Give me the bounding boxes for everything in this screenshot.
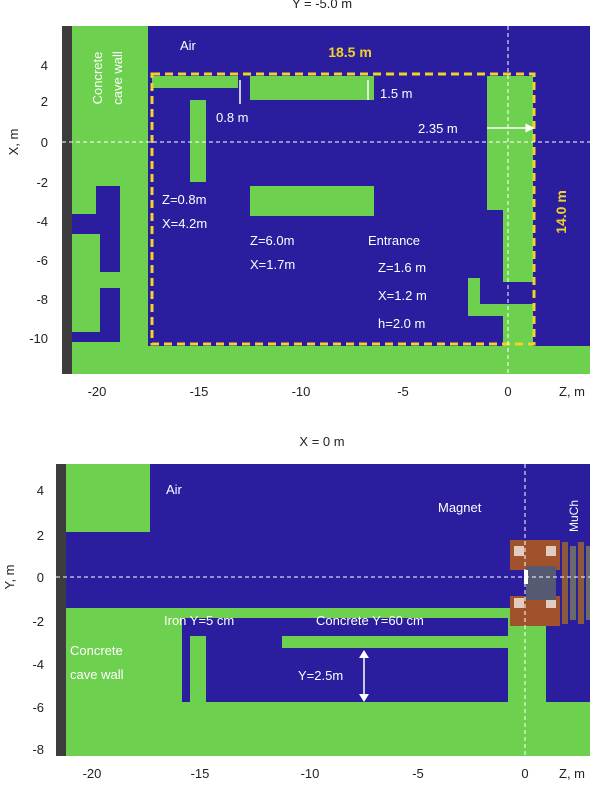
- bottom-wall-label-1: Concrete: [70, 643, 123, 658]
- top-wall-seg: [100, 272, 148, 288]
- top-col-z-label: Z=0.8m: [162, 192, 206, 207]
- top-x-ticks: -20 -15 -10 -5 0: [88, 384, 512, 399]
- magnet-bolt: [546, 546, 556, 556]
- bottom-y-tick: -8: [32, 742, 44, 757]
- top-y-tick: 2: [41, 94, 48, 109]
- top-xlabel: Z, m: [559, 384, 585, 399]
- bottom-y-tick: -6: [32, 700, 44, 715]
- magnet-bolt: [546, 598, 556, 608]
- much-detector: [562, 542, 590, 624]
- top-y-tick: -2: [36, 175, 48, 190]
- bottom-wall-upper: [66, 464, 150, 532]
- bottom-concrete-label: Concrete Y=60 cm: [316, 613, 424, 628]
- bottom-floor: [66, 702, 590, 742]
- bottom-iron-plate: [190, 636, 206, 702]
- top-thickness-label: 1.5 m: [380, 86, 413, 101]
- top-air-label: Air: [180, 38, 197, 53]
- top-y-tick: -10: [29, 331, 48, 346]
- top-wall-seg: [120, 186, 148, 274]
- top-blk-x-label: X=1.7m: [250, 257, 295, 272]
- bottom-y-tick: 2: [37, 528, 44, 543]
- bottom-frame-bar: [56, 464, 66, 756]
- bottom-y-tick: -4: [32, 657, 44, 672]
- bottom-ceiling-slab: [150, 608, 550, 618]
- top-wall-seg: [72, 322, 100, 332]
- bottom-magnet-label: Magnet: [438, 500, 482, 515]
- top-entrance-post: [468, 278, 480, 306]
- top-panel: Y = -5.0 m Air: [6, 0, 590, 399]
- top-ent-h-label: h=2.0 m: [378, 316, 425, 331]
- bottom-air-label: Air: [166, 482, 183, 497]
- bottom-depth-arrowhead: [359, 694, 369, 702]
- bottom-x-ticks: -20 -15 -10 -5 0: [83, 766, 529, 781]
- bottom-y-tick: 0: [37, 570, 44, 585]
- top-wall-seg: [96, 166, 148, 186]
- magnet-yoke: [526, 566, 556, 600]
- top-blk-z-label: Z=6.0m: [250, 233, 294, 248]
- top-wall-seg: [120, 288, 148, 348]
- bottom-y-ticks: 4 2 0 -2 -4 -6 -8: [32, 483, 44, 757]
- top-offset-label: 2.35 m: [418, 121, 458, 136]
- magnet-bolt: [514, 546, 524, 556]
- bottom-y-tick: 4: [37, 483, 44, 498]
- bottom-wall-step: [150, 618, 182, 702]
- top-x-tick: -5: [397, 384, 409, 399]
- bottom-depth-label: Y=2.5m: [298, 668, 343, 683]
- magnet-bolt: [514, 598, 524, 608]
- bottom-x-tick: -10: [301, 766, 320, 781]
- top-x-tick: 0: [504, 384, 511, 399]
- top-y-tick: 4: [41, 58, 48, 73]
- top-column: [190, 100, 206, 182]
- top-x-tick: -20: [88, 384, 107, 399]
- top-gap-label: 0.8 m: [216, 110, 249, 125]
- bottom-y-tick: -2: [32, 614, 44, 629]
- bottom-x-tick: -15: [191, 766, 210, 781]
- top-ent-x-label: X=1.2 m: [378, 288, 427, 303]
- top-y-tick: -8: [36, 292, 48, 307]
- top-col-x-label: X=4.2m: [162, 216, 207, 231]
- top-wall-label-1: Concrete: [90, 52, 105, 105]
- top-x-tick: -15: [190, 384, 209, 399]
- top-y-tick: -4: [36, 214, 48, 229]
- bottom-x-tick: -5: [412, 766, 424, 781]
- top-y-tick: 0: [41, 135, 48, 150]
- bottom-concrete-slab: [282, 636, 508, 648]
- top-x-tick: -10: [292, 384, 311, 399]
- top-ent-z-label: Z=1.6 m: [378, 260, 426, 275]
- top-beam-left: [152, 76, 238, 88]
- top-right-wall: [487, 76, 533, 210]
- top-ylabel: X, m: [6, 129, 21, 156]
- top-floor-wall: [72, 346, 590, 374]
- bottom-floor-base: [66, 742, 590, 756]
- bottom-x-tick: -20: [83, 766, 102, 781]
- top-block: [250, 186, 374, 216]
- bottom-xlabel: Z, m: [559, 766, 585, 781]
- bottom-depth-arrowhead: [359, 650, 369, 658]
- top-panel-title: Y = -5.0 m: [292, 0, 352, 11]
- top-entrance-block: [503, 304, 533, 346]
- top-beam-right: [250, 76, 374, 100]
- bottom-panel-title: X = 0 m: [299, 434, 344, 449]
- bottom-much-label: MuCh: [567, 500, 581, 532]
- top-width-label: 18.5 m: [328, 44, 372, 60]
- top-frame-bar: [62, 26, 72, 374]
- bottom-x-tick: 0: [521, 766, 528, 781]
- top-wall-seg: [72, 166, 96, 214]
- top-entrance-label: Entrance: [368, 233, 420, 248]
- bottom-iron-label: Iron Y=5 cm: [164, 613, 234, 628]
- bottom-panel: X = 0 m: [2, 434, 590, 781]
- top-y-ticks: 4 2 0 -2 -4 -6 -8 -10: [29, 58, 48, 346]
- top-y-tick: -6: [36, 253, 48, 268]
- top-wall-seg: [72, 234, 100, 322]
- bottom-ylabel: Y, m: [2, 564, 17, 589]
- top-wall-label-2: cave wall: [110, 51, 125, 105]
- bottom-wall-label-2: cave wall: [70, 667, 124, 682]
- top-height-label: 14.0 m: [553, 190, 569, 234]
- top-wall-upper: [72, 26, 148, 166]
